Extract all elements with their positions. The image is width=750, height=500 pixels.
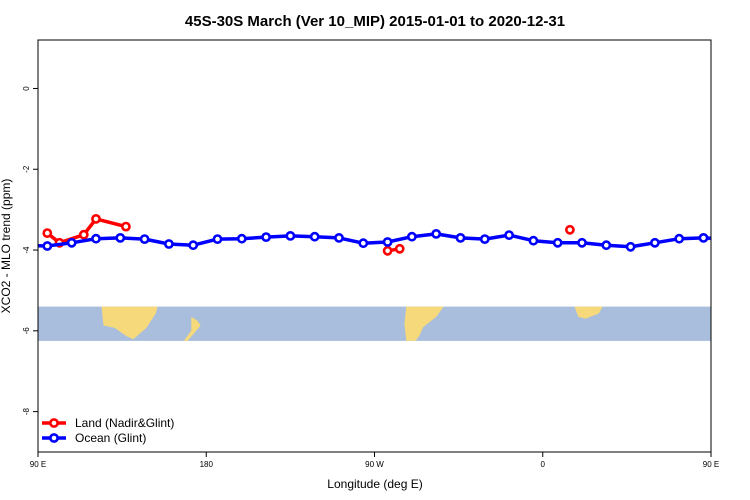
data-point xyxy=(504,230,514,240)
y-axis: 0 -2 -4 -6 -8 xyxy=(22,86,38,415)
series-land xyxy=(42,213,750,256)
data-point xyxy=(729,239,736,246)
data-point xyxy=(139,234,150,244)
y-tick-label: 0 xyxy=(22,86,31,91)
chart-title: 45S-30S March (Ver 10_MIP) 2015-01-01 to… xyxy=(185,13,565,30)
legend-marker xyxy=(49,418,59,428)
y-tick-label: -6 xyxy=(22,327,31,335)
y-axis-label: XCO2 - MLO trend (ppm) xyxy=(0,179,13,314)
data-point xyxy=(163,239,174,249)
legend-label: Ocean (Glint) xyxy=(75,431,146,445)
new-zealand-land xyxy=(183,316,201,341)
data-point xyxy=(650,237,660,248)
legend-label: Land (Nadir&Glint) xyxy=(75,416,174,430)
series-line xyxy=(720,219,750,243)
data-point xyxy=(42,241,53,251)
legend-marker xyxy=(49,433,59,443)
data-point xyxy=(78,229,89,240)
data-point xyxy=(66,237,77,248)
y-tick-label: -2 xyxy=(22,165,31,173)
data-point xyxy=(625,241,636,252)
data-point xyxy=(358,238,369,249)
map-band xyxy=(38,306,711,341)
y-tick-label: -8 xyxy=(22,408,31,416)
data-point xyxy=(382,237,393,247)
x-axis-label: Longitude (deg E) xyxy=(327,477,422,491)
data-point xyxy=(188,240,199,251)
x-tick-label: 90 W xyxy=(365,460,384,469)
x-tick-label: 0 xyxy=(541,460,546,469)
data-point xyxy=(91,213,101,224)
data-point xyxy=(724,236,731,243)
data-point xyxy=(309,231,320,242)
data-point xyxy=(698,232,709,243)
data-point xyxy=(479,234,490,244)
data-point xyxy=(577,237,587,248)
south-america-land xyxy=(404,306,444,341)
data-point xyxy=(261,232,271,242)
data-point xyxy=(431,228,442,239)
data-point xyxy=(601,240,612,251)
series-line xyxy=(38,232,711,249)
data-point xyxy=(406,231,417,242)
data-point xyxy=(674,233,685,244)
data-point xyxy=(115,232,126,243)
data-point xyxy=(334,232,344,243)
data-point xyxy=(382,245,393,256)
y-tick-label: -4 xyxy=(22,246,31,254)
australia-land xyxy=(101,306,158,340)
x-tick-label: 180 xyxy=(200,460,214,469)
data-point xyxy=(236,233,247,244)
legend: Land (Nadir&Glint)Ocean (Glint) xyxy=(42,416,174,445)
series-layer xyxy=(38,213,750,256)
data-point xyxy=(212,234,223,244)
data-point xyxy=(552,237,563,248)
data-point xyxy=(91,233,101,244)
data-point xyxy=(565,224,575,235)
data-point xyxy=(717,230,724,237)
data-point xyxy=(42,228,53,238)
data-point xyxy=(528,235,539,246)
data-point xyxy=(285,230,296,241)
x-tick-label: 90 E xyxy=(30,460,46,469)
south-africa-land xyxy=(574,306,603,319)
x-axis: 90 E 180 90 W 0 90 E xyxy=(30,452,719,469)
x-tick-label: 90 E xyxy=(703,460,719,469)
data-point xyxy=(394,243,405,254)
data-point xyxy=(455,232,466,243)
data-point xyxy=(121,221,131,232)
series-ocean xyxy=(38,228,731,252)
